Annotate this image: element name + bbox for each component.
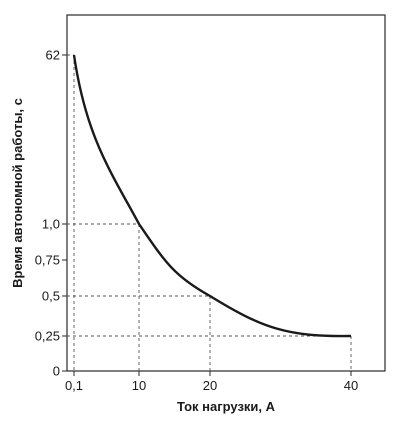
plot-frame (66, 14, 386, 372)
y-tick-label: 0,5 (42, 289, 60, 304)
x-axis-label: Ток нагрузки, А (177, 399, 276, 414)
y-tick-label: 0,25 (35, 329, 60, 344)
x-tick-label: 20 (203, 378, 217, 393)
y-axis-ticks: 0 0,25 0,5 0,75 1,0 62 (35, 48, 67, 379)
y-tick-label: 1,0 (42, 217, 60, 232)
x-axis-ticks: 0,1 10 20 40 (65, 371, 358, 393)
x-tick-label: 40 (344, 378, 358, 393)
y-tick-label: 62 (46, 48, 60, 63)
x-tick-label: 10 (132, 378, 146, 393)
y-axis-label: Время автономной работы, с (10, 98, 25, 288)
plot-frame-group (66, 14, 386, 372)
y-tick-label: 0,75 (35, 253, 60, 268)
y-tick-label: 0 (53, 364, 60, 379)
guide-lines (67, 54, 352, 371)
series-line (72, 54, 352, 338)
x-tick-label: 0,1 (65, 378, 83, 393)
